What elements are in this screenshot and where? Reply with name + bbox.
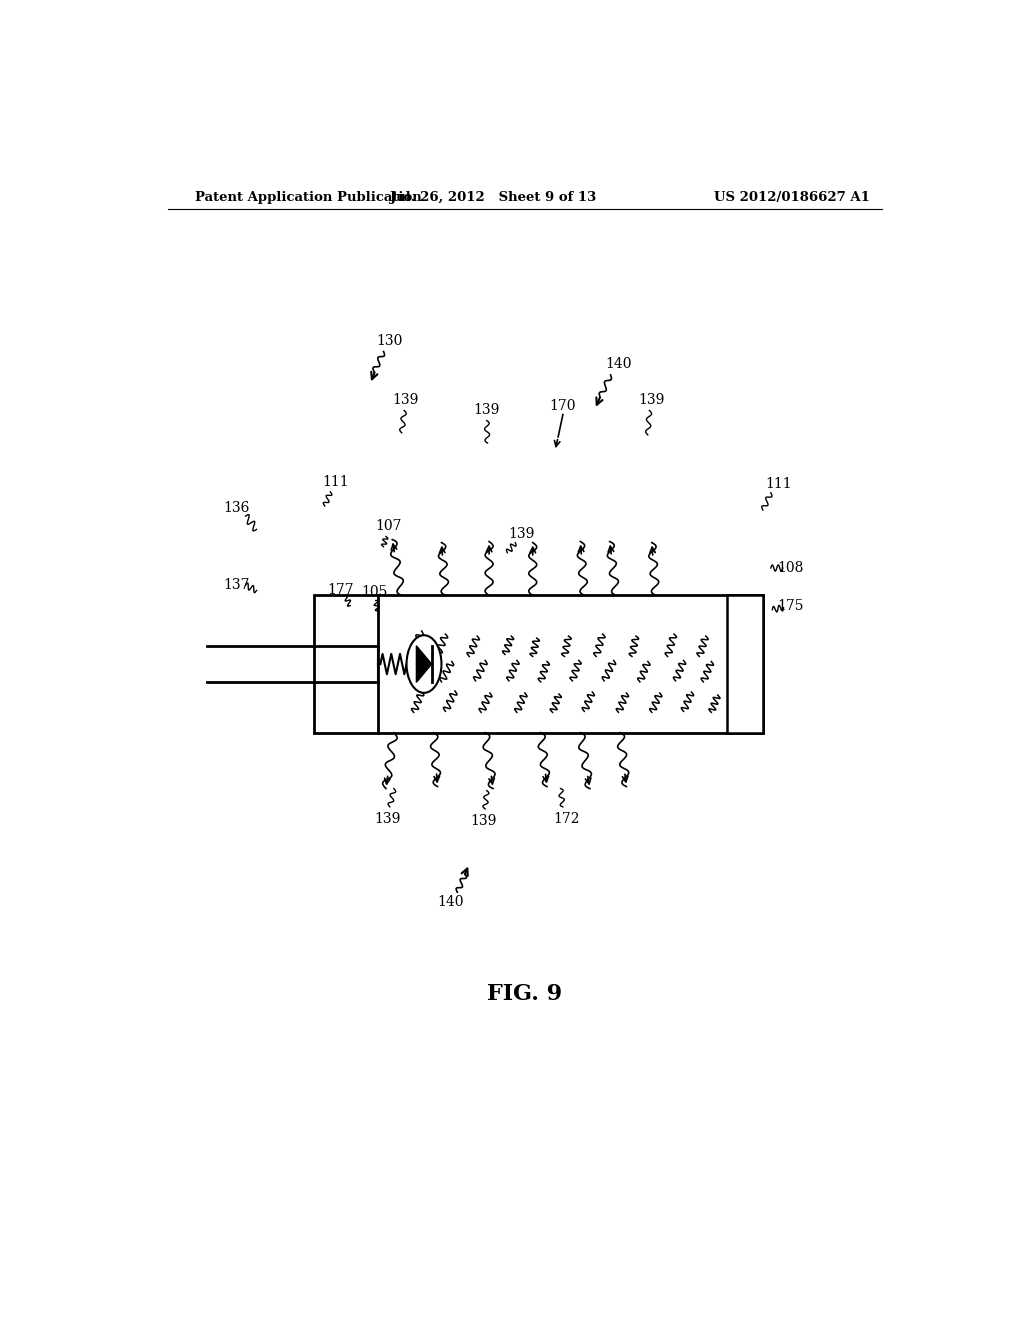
Text: 140: 140 — [437, 895, 464, 909]
Text: 170: 170 — [550, 400, 577, 413]
Text: 139: 139 — [509, 528, 535, 541]
Text: Jul. 26, 2012   Sheet 9 of 13: Jul. 26, 2012 Sheet 9 of 13 — [390, 190, 596, 203]
Text: 172: 172 — [553, 812, 580, 826]
Text: FIG. 9: FIG. 9 — [487, 983, 562, 1005]
Text: 175: 175 — [777, 598, 804, 612]
Ellipse shape — [407, 635, 441, 693]
Text: 177: 177 — [328, 583, 354, 598]
Text: 139: 139 — [392, 393, 419, 408]
Text: 140: 140 — [605, 356, 632, 371]
Text: 108: 108 — [777, 561, 804, 576]
Text: Patent Application Publication: Patent Application Publication — [196, 190, 422, 203]
Text: 107: 107 — [375, 519, 401, 533]
Text: 139: 139 — [473, 404, 500, 417]
Text: US 2012/0186627 A1: US 2012/0186627 A1 — [714, 190, 870, 203]
Bar — [727, 595, 763, 733]
Text: 137: 137 — [223, 578, 250, 593]
Text: 139: 139 — [375, 812, 400, 826]
Text: 139: 139 — [470, 814, 497, 828]
Text: 139: 139 — [639, 393, 665, 408]
Text: 111: 111 — [765, 477, 793, 491]
Text: 130: 130 — [377, 334, 403, 348]
Text: 111: 111 — [323, 475, 349, 488]
Bar — [314, 595, 763, 733]
Polygon shape — [417, 645, 432, 682]
Text: 105: 105 — [360, 585, 387, 599]
Text: 136: 136 — [223, 502, 250, 515]
